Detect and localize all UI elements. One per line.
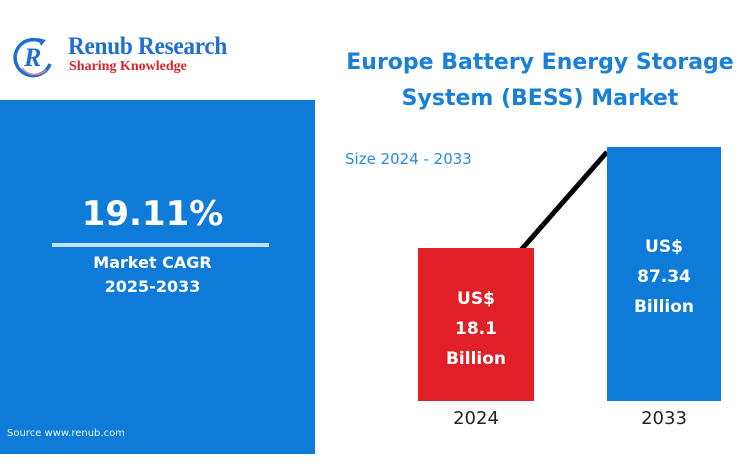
data-label-value: 18.1	[455, 319, 497, 339]
cagr-divider	[52, 243, 269, 247]
x-tick-label: 2033	[641, 408, 687, 429]
chart-title-line-1: Europe Battery Energy Storage	[346, 50, 734, 75]
bar-2033	[607, 147, 721, 401]
data-label-2024: US$ 18.1 Billion	[418, 284, 534, 374]
data-label-currency: US$	[457, 289, 495, 309]
cagr-panel	[0, 100, 315, 454]
logo-title: Renub Research	[68, 33, 228, 60]
bar-2024	[418, 248, 534, 401]
cagr-period: 2025-2033	[104, 277, 201, 296]
chart-subtitle: Size 2024 - 2033	[345, 150, 472, 168]
data-label-value: 87.34	[637, 267, 691, 287]
data-label-2033: US$ 87.34 Billion	[607, 232, 721, 322]
source-text: Source www.renub.com	[7, 428, 125, 439]
data-label-currency: US$	[645, 237, 683, 257]
cagr-value: 19.11%	[81, 194, 224, 234]
trend-line	[519, 150, 609, 252]
data-label-unit: Billion	[445, 349, 507, 369]
svg-text:R: R	[23, 43, 41, 72]
renub-logo: R Renub Research Sharing Knowledge	[8, 30, 248, 80]
logo-tagline: Sharing Knowledge	[69, 59, 187, 74]
x-tick-label: 2024	[453, 408, 499, 429]
cagr-label: Market CAGR	[93, 253, 212, 272]
chart-title: Europe Battery Energy Storage System (BE…	[325, 45, 750, 117]
data-label-unit: Billion	[633, 297, 695, 317]
chart-title-line-2: System (BESS) Market	[401, 86, 679, 111]
renub-logo-icon: R	[13, 37, 52, 78]
